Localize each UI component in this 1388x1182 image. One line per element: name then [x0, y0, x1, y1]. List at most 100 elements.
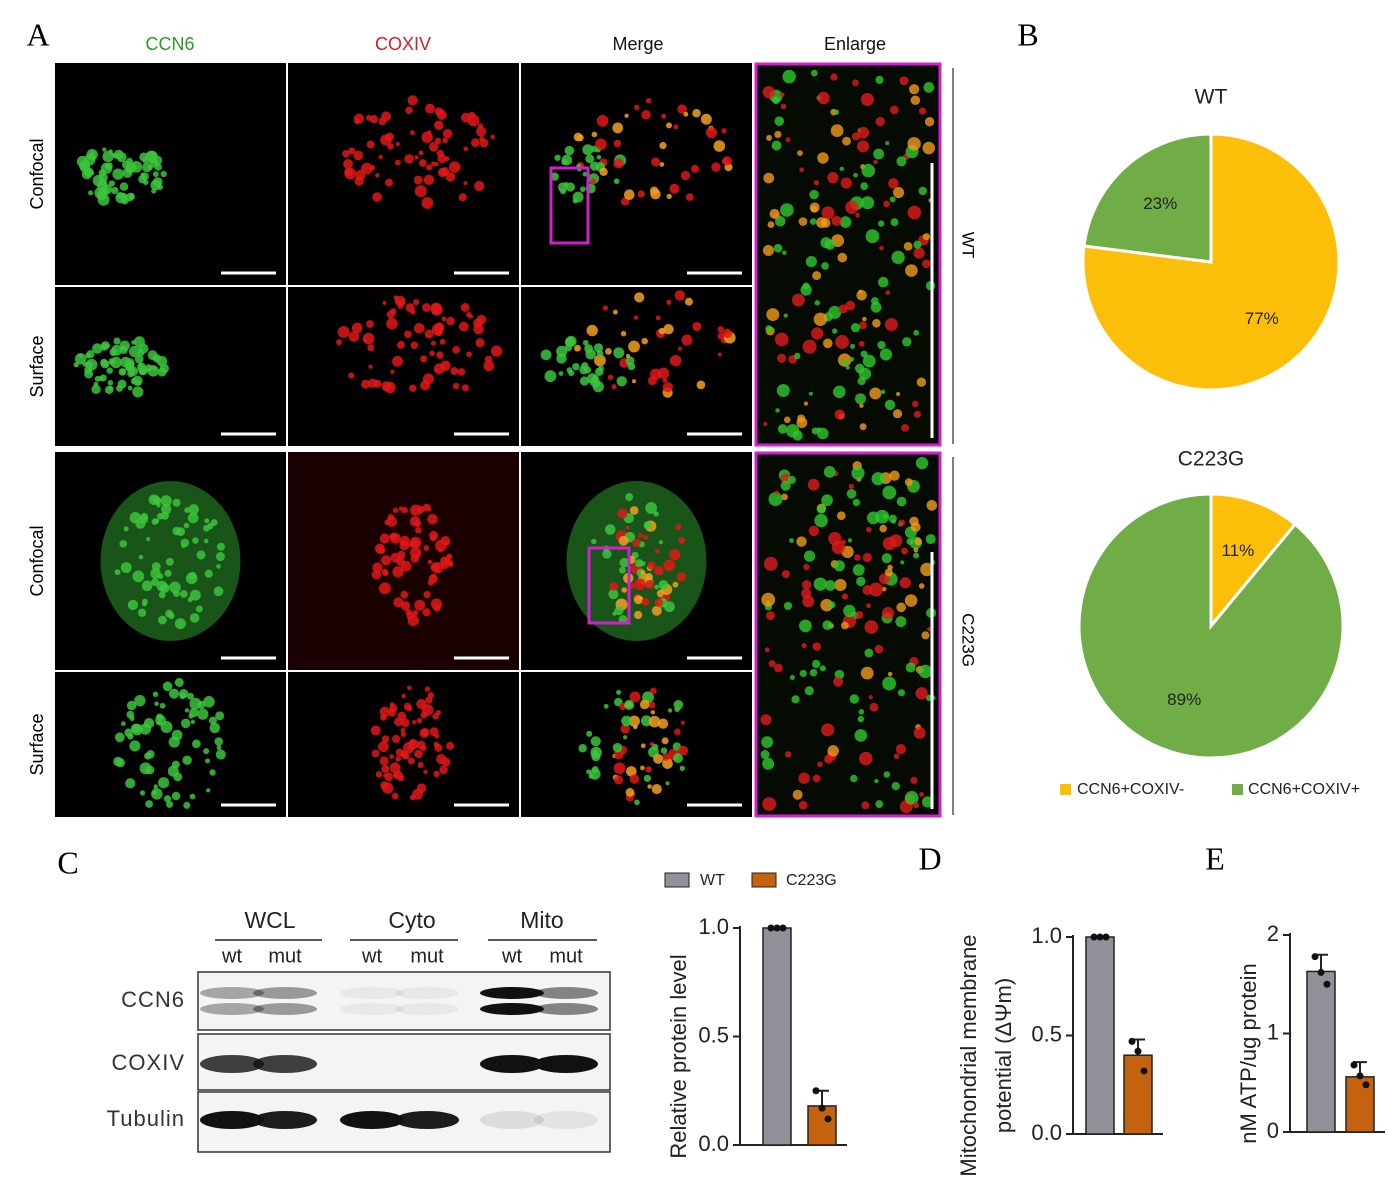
organelle [378, 741, 389, 753]
organelle [620, 724, 630, 734]
organelle [206, 788, 211, 793]
organelle [791, 293, 805, 307]
organelle [813, 179, 820, 186]
organelle [774, 116, 785, 126]
y-tick-label: 0.0 [1031, 1120, 1062, 1145]
organelle [647, 376, 657, 386]
organelle [596, 350, 604, 357]
y-axis-label: Relative protein level [666, 954, 691, 1158]
organelle [868, 582, 883, 597]
organelle [927, 626, 932, 632]
organelle [189, 613, 200, 623]
organelle [203, 748, 210, 755]
organelle [762, 85, 776, 99]
organelle [882, 485, 897, 500]
organelle [442, 128, 453, 139]
organelle [617, 508, 628, 519]
organelle [424, 329, 434, 339]
organelle [408, 739, 419, 750]
organelle [461, 384, 469, 392]
organelle [760, 750, 770, 760]
organelle [152, 691, 159, 697]
organelle [343, 158, 353, 169]
lane-label: mut [410, 945, 444, 967]
organelle [410, 309, 416, 315]
organelle [437, 154, 447, 164]
organelle [412, 788, 423, 800]
organelle [855, 212, 860, 218]
organelle [429, 530, 439, 540]
band [200, 987, 264, 999]
organelle [441, 316, 447, 322]
organelle [661, 737, 669, 745]
organelle [404, 330, 412, 339]
organelle [902, 337, 912, 347]
data-point [779, 924, 787, 932]
organelle [922, 233, 931, 241]
organelle [384, 381, 396, 394]
organelle [375, 771, 383, 778]
organelle [875, 75, 884, 84]
organelle [859, 423, 867, 431]
organelle [403, 702, 412, 711]
organelle [490, 134, 495, 140]
blot-row-label: COXIV [112, 1050, 185, 1075]
organelle [361, 162, 373, 175]
organelle [131, 723, 144, 736]
organelle [160, 495, 172, 507]
organelle [763, 556, 778, 571]
organelle [891, 781, 900, 791]
organelle [918, 107, 927, 115]
organelle [353, 113, 365, 124]
organelle [463, 146, 469, 152]
organelle [786, 424, 800, 438]
organelle [468, 111, 476, 118]
organelle [634, 799, 640, 806]
organelle [442, 137, 448, 144]
y-tick-label: 0.5 [1031, 1021, 1062, 1046]
organelle [414, 185, 427, 198]
organelle [151, 562, 161, 571]
micrograph [521, 63, 752, 285]
organelle [363, 338, 368, 343]
organelle [769, 208, 780, 219]
organelle [655, 315, 661, 321]
organelle [918, 583, 925, 589]
organelle [621, 587, 628, 593]
data-point [812, 1087, 820, 1095]
organelle [602, 549, 612, 559]
organelle [120, 192, 128, 201]
organelle [674, 290, 686, 301]
organelle [179, 590, 188, 598]
organelle [879, 524, 888, 533]
organelle [662, 382, 673, 393]
organelle [592, 749, 599, 755]
organelle [645, 502, 658, 514]
organelle [811, 427, 819, 435]
organelle [722, 156, 732, 166]
organelle [116, 152, 127, 163]
organelle [354, 176, 364, 186]
organelle [681, 334, 693, 346]
organelle [658, 579, 669, 590]
organelle [84, 154, 96, 166]
organelle [798, 217, 808, 226]
organelle [401, 693, 406, 699]
organelle [845, 365, 850, 370]
organelle [132, 386, 144, 398]
organelle [134, 694, 146, 707]
organelle [490, 345, 503, 357]
organelle [721, 128, 727, 134]
organelle [799, 167, 805, 173]
organelle [803, 550, 816, 562]
organelle [910, 522, 921, 532]
organelle [182, 755, 192, 765]
organelle [407, 95, 418, 106]
organelle [637, 533, 643, 539]
organelle [371, 569, 382, 580]
organelle [457, 368, 466, 376]
organelle [764, 647, 770, 653]
organelle [540, 349, 552, 361]
data-point [1096, 933, 1104, 941]
band [340, 1111, 404, 1129]
